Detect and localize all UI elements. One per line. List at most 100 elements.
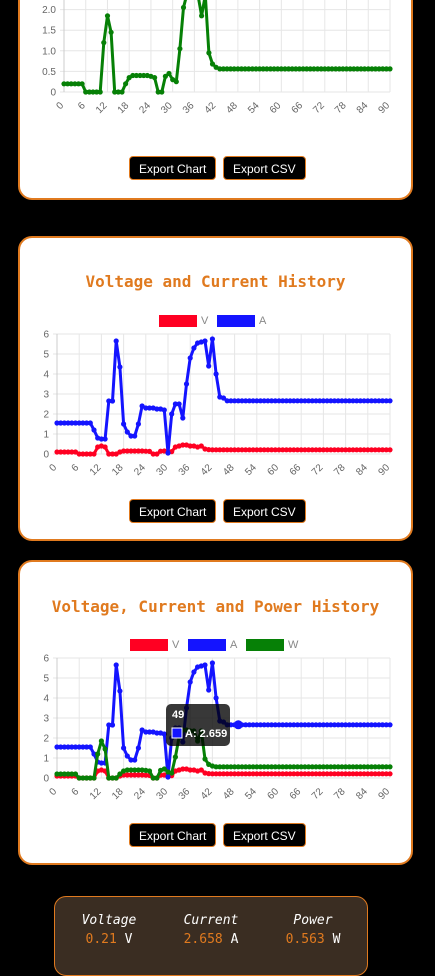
- data-point[interactable]: [325, 66, 331, 72]
- data-point[interactable]: [354, 722, 360, 728]
- data-point[interactable]: [261, 771, 267, 777]
- data-point[interactable]: [315, 66, 321, 72]
- data-point[interactable]: [128, 767, 134, 773]
- data-point[interactable]: [324, 398, 330, 404]
- data-point[interactable]: [206, 447, 212, 453]
- data-point[interactable]: [243, 447, 249, 453]
- data-point[interactable]: [254, 722, 260, 728]
- data-point[interactable]: [296, 66, 302, 72]
- data-point[interactable]: [309, 398, 315, 404]
- data-point[interactable]: [300, 66, 306, 72]
- data-point[interactable]: [261, 764, 267, 770]
- data-point[interactable]: [217, 447, 223, 453]
- data-point[interactable]: [291, 771, 297, 777]
- data-point[interactable]: [161, 731, 167, 737]
- data-point[interactable]: [283, 398, 289, 404]
- data-point[interactable]: [220, 66, 226, 72]
- data-point[interactable]: [383, 764, 389, 770]
- data-point[interactable]: [79, 81, 85, 87]
- data-point[interactable]: [98, 760, 104, 766]
- data-point[interactable]: [264, 66, 270, 72]
- data-point[interactable]: [172, 401, 178, 407]
- data-point[interactable]: [58, 449, 64, 455]
- data-point[interactable]: [187, 355, 193, 361]
- data-point[interactable]: [68, 81, 74, 87]
- data-point[interactable]: [368, 771, 375, 777]
- data-point[interactable]: [331, 764, 338, 770]
- data-point[interactable]: [269, 447, 275, 453]
- data-point[interactable]: [198, 443, 204, 449]
- data-point[interactable]: [224, 66, 230, 72]
- data-point[interactable]: [228, 764, 234, 770]
- data-point[interactable]: [159, 89, 165, 95]
- data-point[interactable]: [69, 449, 75, 455]
- data-point[interactable]: [206, 771, 212, 777]
- data-point[interactable]: [135, 745, 141, 751]
- data-point[interactable]: [72, 420, 79, 426]
- data-point[interactable]: [343, 771, 349, 777]
- data-point[interactable]: [95, 751, 101, 757]
- data-point[interactable]: [354, 771, 360, 777]
- data-point[interactable]: [387, 447, 393, 453]
- data-point[interactable]: [282, 66, 288, 72]
- legend-label-v[interactable]: V: [201, 315, 209, 327]
- data-point[interactable]: [135, 772, 141, 778]
- data-point[interactable]: [320, 398, 326, 404]
- data-point[interactable]: [257, 771, 264, 777]
- data-point[interactable]: [346, 447, 352, 453]
- data-point[interactable]: [283, 722, 289, 728]
- data-point[interactable]: [128, 433, 134, 439]
- data-point[interactable]: [376, 66, 382, 72]
- data-point[interactable]: [132, 433, 138, 439]
- data-point[interactable]: [209, 336, 215, 342]
- data-point[interactable]: [61, 449, 67, 455]
- data-point[interactable]: [346, 764, 352, 770]
- data-point[interactable]: [183, 381, 190, 387]
- data-point[interactable]: [328, 771, 334, 777]
- data-point[interactable]: [243, 722, 249, 728]
- data-point[interactable]: [324, 764, 330, 770]
- data-point[interactable]: [202, 662, 208, 668]
- data-point[interactable]: [306, 398, 312, 404]
- data-point[interactable]: [287, 447, 293, 453]
- data-point[interactable]: [83, 89, 89, 95]
- data-point[interactable]: [317, 771, 323, 777]
- data-point[interactable]: [280, 722, 286, 728]
- data-point[interactable]: [257, 66, 263, 72]
- data-point[interactable]: [309, 722, 315, 728]
- data-point[interactable]: [143, 448, 149, 454]
- data-point[interactable]: [238, 66, 245, 72]
- data-point[interactable]: [117, 364, 123, 370]
- data-point[interactable]: [246, 771, 252, 777]
- data-point[interactable]: [87, 451, 93, 457]
- data-point[interactable]: [383, 722, 389, 728]
- data-point[interactable]: [365, 771, 371, 777]
- data-point[interactable]: [250, 771, 256, 777]
- data-point[interactable]: [124, 448, 130, 454]
- data-point[interactable]: [294, 771, 301, 777]
- data-point[interactable]: [343, 398, 349, 404]
- data-point[interactable]: [357, 447, 363, 453]
- data-point[interactable]: [246, 447, 252, 453]
- data-point[interactable]: [173, 79, 179, 85]
- data-point[interactable]: [287, 764, 293, 770]
- data-point[interactable]: [180, 766, 186, 772]
- data-point[interactable]: [361, 722, 367, 728]
- data-point[interactable]: [69, 420, 75, 426]
- data-point[interactable]: [166, 70, 172, 77]
- data-point[interactable]: [254, 771, 260, 777]
- data-point[interactable]: [298, 398, 304, 404]
- data-point[interactable]: [265, 398, 271, 404]
- data-point[interactable]: [298, 764, 304, 770]
- data-point[interactable]: [254, 764, 260, 770]
- data-point[interactable]: [257, 764, 264, 770]
- data-point[interactable]: [94, 89, 100, 95]
- data-point[interactable]: [276, 398, 282, 404]
- data-point[interactable]: [169, 770, 175, 776]
- data-point[interactable]: [137, 72, 143, 79]
- data-point[interactable]: [294, 722, 301, 728]
- data-point[interactable]: [80, 451, 86, 457]
- data-point[interactable]: [86, 89, 92, 95]
- data-point[interactable]: [276, 447, 282, 453]
